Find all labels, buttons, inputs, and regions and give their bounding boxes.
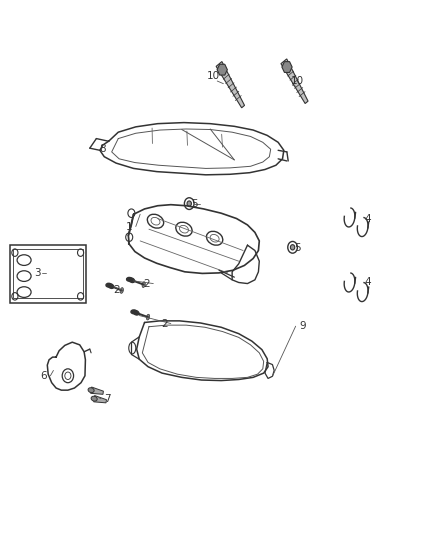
Text: 6: 6 (40, 371, 47, 381)
Text: 7: 7 (104, 394, 111, 403)
Ellipse shape (108, 284, 114, 288)
Text: 3: 3 (34, 269, 41, 278)
Text: 4: 4 (364, 278, 371, 287)
Polygon shape (282, 62, 292, 72)
Text: 5: 5 (294, 243, 301, 253)
Text: 2: 2 (161, 319, 168, 328)
Text: 5: 5 (191, 199, 198, 209)
Text: 9: 9 (299, 321, 306, 331)
Bar (13, 249, 83, 298)
Ellipse shape (131, 310, 136, 313)
Ellipse shape (91, 396, 97, 401)
Ellipse shape (106, 284, 111, 287)
Text: 4: 4 (364, 214, 371, 223)
Ellipse shape (133, 310, 139, 315)
Text: 10: 10 (207, 71, 220, 80)
Circle shape (290, 245, 295, 250)
Text: 10: 10 (291, 76, 304, 86)
Ellipse shape (127, 277, 132, 281)
Polygon shape (217, 64, 227, 75)
Bar (10, 245, 86, 303)
Polygon shape (281, 59, 308, 103)
Ellipse shape (88, 387, 94, 393)
Ellipse shape (120, 288, 124, 293)
Polygon shape (91, 387, 103, 394)
Text: 1: 1 (126, 222, 133, 231)
Circle shape (187, 201, 191, 206)
Ellipse shape (142, 282, 145, 287)
Text: 2: 2 (113, 286, 120, 295)
Text: 8: 8 (99, 144, 106, 154)
Polygon shape (94, 395, 106, 403)
Ellipse shape (146, 314, 150, 320)
Polygon shape (216, 61, 244, 108)
Text: 2: 2 (143, 279, 150, 288)
Ellipse shape (129, 278, 134, 282)
